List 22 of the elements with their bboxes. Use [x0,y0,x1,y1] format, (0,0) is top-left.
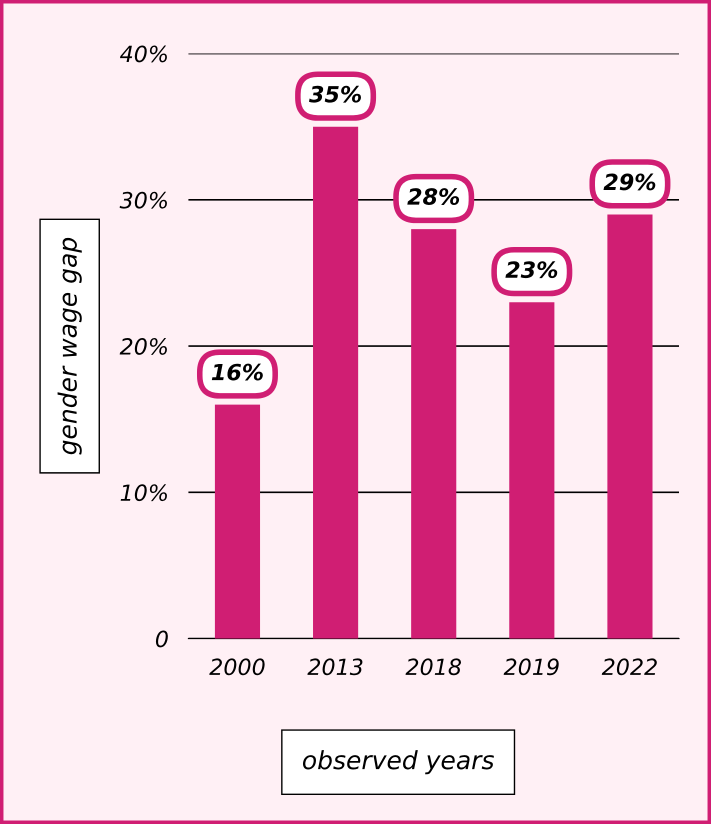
x-tick-label: 2013 [307,658,362,676]
x-tick-label: 2019 [504,658,559,676]
data-label: 16% [212,364,263,380]
bar [313,126,358,639]
y-tick-label: 40% [120,46,167,62]
bar [411,229,456,639]
x-tick-label: 2022 [602,658,657,676]
bar [214,404,260,639]
x-tick-label: 2018 [406,658,462,676]
data-label: 23% [505,261,558,278]
y-tick-label: 0 [156,630,168,648]
x-tick-label: 2000 [209,658,265,676]
data-label: 29% [604,174,656,190]
data-label: 28% [407,188,460,205]
y-tick-label: 10% [120,484,167,502]
x-axis-title: observed years [302,750,494,774]
y-tick-label: 30% [120,192,167,209]
data-label: 35% [308,86,361,103]
y-axis-title: gender wage gap [58,238,82,455]
bar [607,214,653,639]
y-tick-label: 20% [120,338,167,355]
bar [509,302,554,639]
